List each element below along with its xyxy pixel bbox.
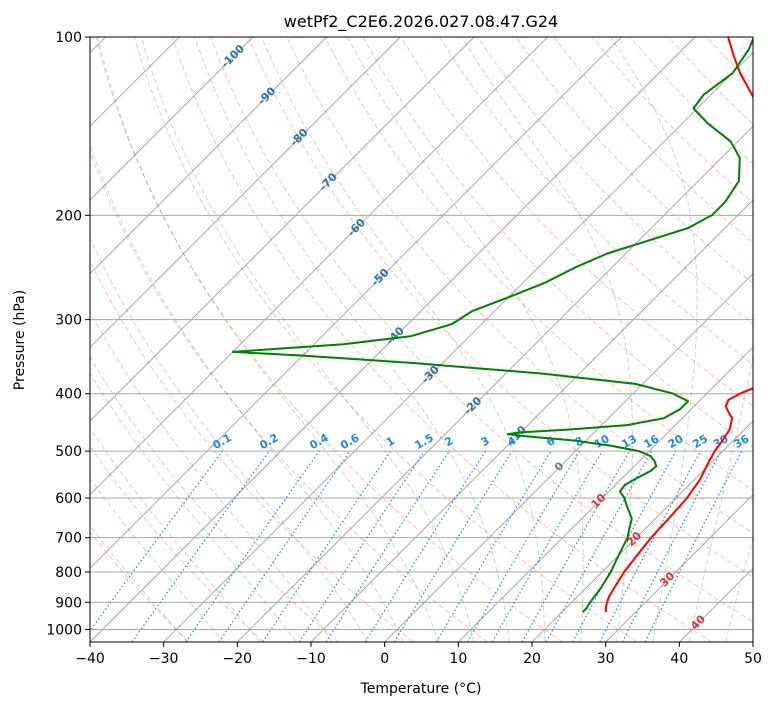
x-tick-label: 20 [523, 651, 541, 667]
mixing-ratio-line [185, 450, 320, 642]
moist-adiabat-line [261, 37, 546, 642]
moist-adiabat-line [90, 427, 261, 642]
mixing-ratio-line [218, 450, 351, 642]
plot-area: -100-90-80-70-60-50-40-30-20-10010203040… [90, 37, 753, 642]
y-axis-title: Pressure (hPa) [12, 290, 28, 390]
x-tick-label: −10 [296, 651, 326, 667]
y-tick-label: 1000 [46, 622, 82, 638]
dry-adiabat-line [133, 37, 638, 642]
x-tick-label: 0 [380, 651, 389, 667]
chart-title: wetPf2_C2E6.2026.027.08.47.G24 [284, 12, 558, 32]
dry-adiabat-line [171, 37, 712, 642]
dry-adiabat-line [90, 356, 339, 642]
mixing-ratio-line [90, 450, 223, 632]
y-tick-label: 900 [55, 595, 82, 611]
y-tick-label: 700 [55, 531, 82, 547]
isotherm-gridline [236, 125, 753, 642]
x-tick-label: 10 [449, 651, 467, 667]
x-tick-label: 50 [744, 651, 762, 667]
moist-adiabat-line [90, 524, 188, 642]
y-tick-label: 600 [55, 491, 82, 507]
moist-adiabat-line [688, 355, 753, 642]
isotherm-gridline [90, 37, 328, 275]
isotherm-gridline [90, 37, 549, 496]
isotherm-gridline [90, 37, 401, 349]
dry-adiabat-line [90, 150, 488, 642]
mixing-ratio-line [393, 450, 513, 642]
dry-adiabat-line [438, 37, 753, 366]
dry-adiabat-line [95, 37, 563, 642]
profile-series [231, 37, 753, 613]
x-tick-label: −40 [75, 651, 105, 667]
mixing-ratio-line [644, 450, 743, 642]
y-tick-label: 100 [55, 30, 82, 46]
isotherm-gridline [310, 199, 753, 642]
isotherm-gridline [90, 37, 254, 201]
mixing-ratio-line [325, 450, 450, 642]
isotherm-gridline [163, 51, 753, 642]
moist-adiabat-line [90, 372, 297, 642]
dry-adiabat-line [324, 37, 753, 491]
dry-adiabat-line [400, 37, 753, 407]
x-tick-label: 40 [670, 651, 688, 667]
moist-adiabats [90, 37, 753, 642]
moist-adiabat-line [90, 310, 333, 642]
isotherm-gridline [90, 37, 696, 642]
moist-adiabat-line [140, 37, 475, 642]
y-tick-label: 200 [55, 208, 82, 224]
y-tick-label: 400 [55, 387, 82, 403]
moist-adiabat-line [610, 37, 698, 642]
x-tick-label: −30 [149, 651, 179, 667]
isotherm-gridline [457, 346, 753, 642]
dry-adiabat-line [515, 37, 753, 284]
moist-adiabat-line [460, 37, 633, 642]
mixing-ratio-line [298, 450, 425, 642]
axis-ticks: −40 −30 −20 −10 0 10 20 30 40 50 100 200 300 400 500 60… [46, 30, 762, 667]
isotherm-gridline [384, 272, 753, 642]
y-tick-label: 500 [55, 444, 82, 460]
mixing-ratio-line [131, 450, 270, 642]
dewpoint-line [231, 37, 753, 613]
x-tick-label: 30 [597, 651, 615, 667]
y-tick-label: 300 [55, 313, 82, 329]
isotherm-gridline [90, 37, 622, 570]
x-axis-title: Temperature (°C) [360, 681, 482, 697]
isotherm-gridline [90, 37, 475, 422]
mixing-ratio-line [521, 450, 631, 642]
isotherm-gridline [531, 420, 753, 642]
x-tick-label: −20 [223, 651, 253, 667]
isotherm-gridline [605, 493, 753, 642]
moist-adiabat-line [194, 37, 510, 642]
moist-adiabat-line [90, 237, 369, 642]
moist-adiabat-line [97, 37, 439, 642]
dry-adiabat-line [90, 445, 264, 642]
dry-adiabat-line [90, 259, 414, 642]
plot-frame [89, 36, 754, 643]
temperature-line [604, 37, 753, 613]
dry-adiabat-line [210, 37, 753, 623]
moist-adiabat-line [90, 477, 225, 642]
grid-lines [90, 37, 753, 642]
mixing-ratio-line [545, 450, 653, 642]
moist-adiabat-line [347, 37, 584, 642]
dry-adiabat-line [90, 531, 190, 642]
moist-adiabat-line [90, 143, 404, 642]
y-tick-label: 800 [55, 565, 82, 581]
mixing-ratio-line [262, 450, 392, 642]
